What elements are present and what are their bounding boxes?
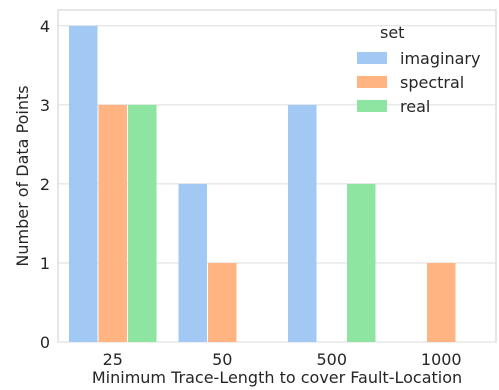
bars-group <box>69 25 456 343</box>
x-tick-label: 50 <box>212 350 232 369</box>
legend-swatch-spectral <box>357 76 387 88</box>
y-tick-label: 1 <box>40 254 50 273</box>
bar-imaginary-25 <box>69 25 98 343</box>
bar-real-25 <box>128 104 157 342</box>
legend-swatch-imaginary <box>357 52 387 64</box>
x-tick-label: 500 <box>316 350 347 369</box>
y-tick-label: 3 <box>40 96 50 115</box>
bar-spectral-1000 <box>427 262 456 342</box>
legend-label-spectral: spectral <box>400 73 464 92</box>
x-axis-ticks: 25 50 500 1000 <box>103 350 462 369</box>
y-tick-label: 0 <box>40 333 50 352</box>
legend-label-imaginary: imaginary <box>400 49 480 68</box>
bar-spectral-50 <box>208 262 237 342</box>
x-axis-label: Minimum Trace-Length to cover Fault-Loca… <box>92 368 462 387</box>
x-tick-label: 1000 <box>421 350 462 369</box>
legend: set imaginary spectral real <box>357 23 480 116</box>
legend-label-real: real <box>400 97 430 116</box>
bar-real-500 <box>347 183 376 342</box>
y-axis-ticks: 0 1 2 3 4 <box>40 17 50 352</box>
bar-imaginary-50 <box>178 183 207 342</box>
bar-spectral-25 <box>98 104 127 342</box>
y-axis-label: Number of Data Points <box>13 85 32 266</box>
bar-imaginary-500 <box>288 104 317 342</box>
y-tick-label: 2 <box>40 175 50 194</box>
legend-title: set <box>380 23 404 42</box>
y-tick-label: 4 <box>40 17 50 36</box>
legend-swatch-real <box>357 100 387 112</box>
x-tick-label: 25 <box>103 350 123 369</box>
